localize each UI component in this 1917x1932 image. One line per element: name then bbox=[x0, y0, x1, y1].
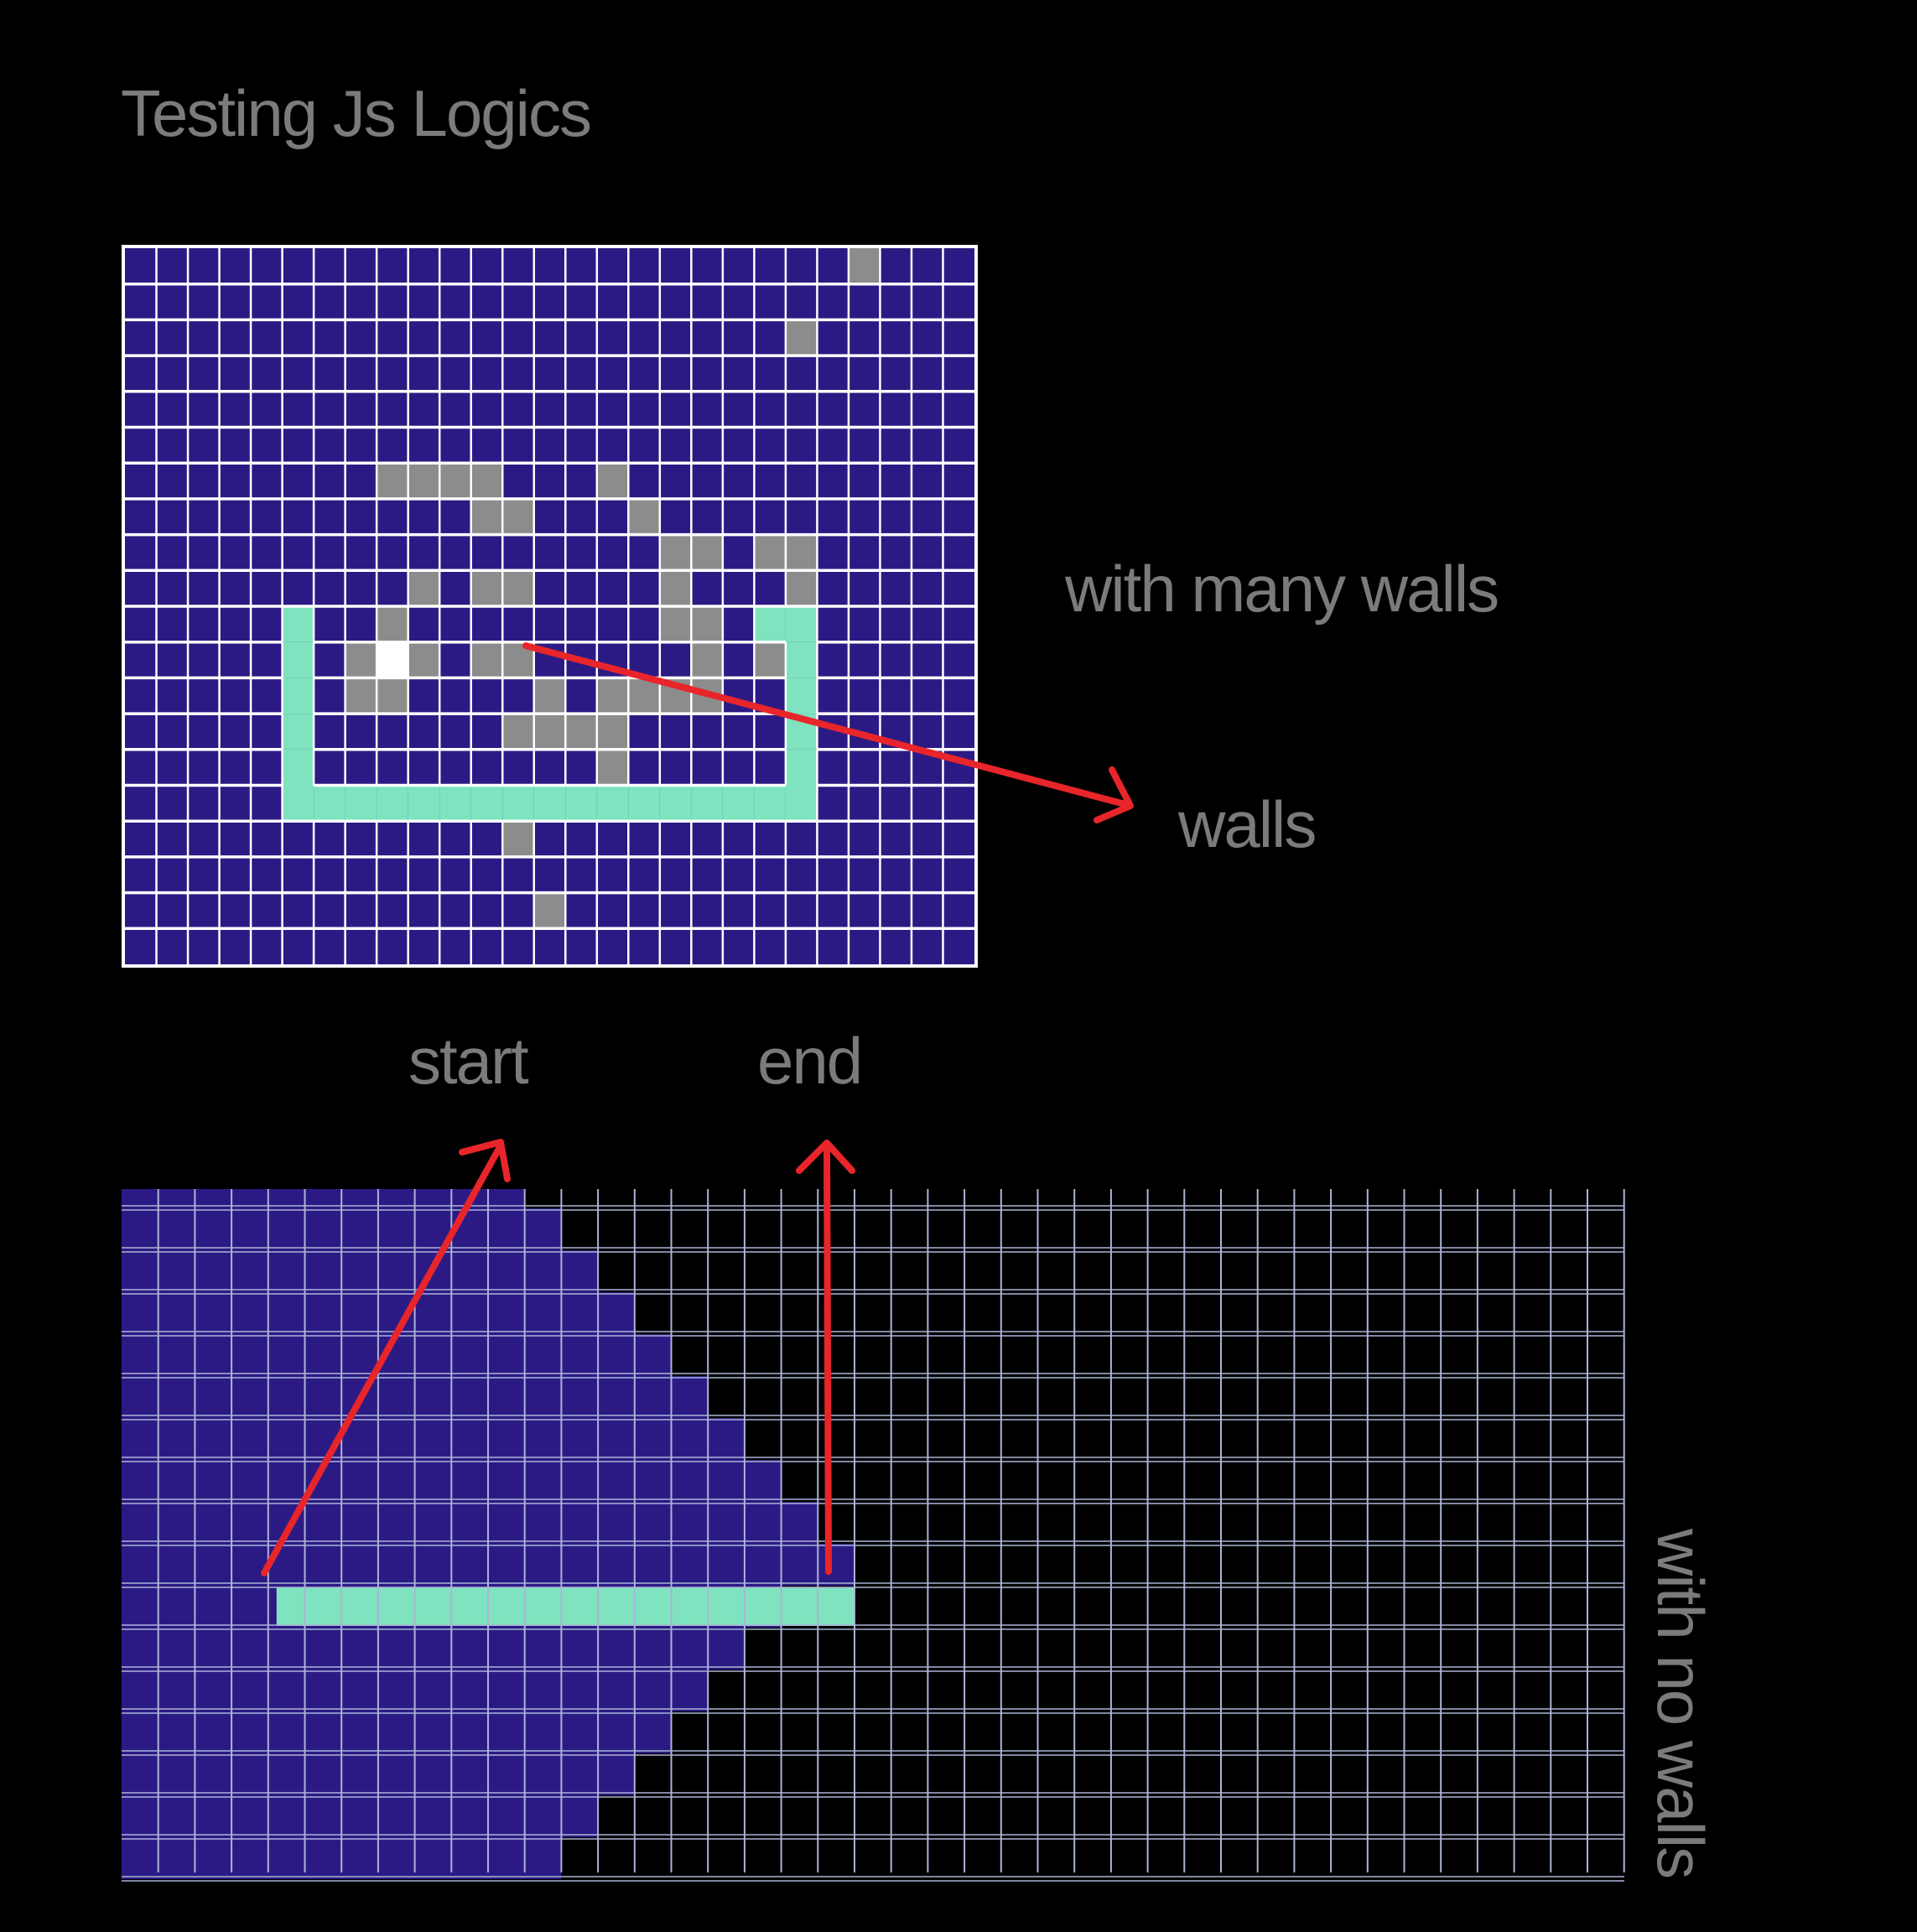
visited-row bbox=[122, 1628, 745, 1670]
wall-cell bbox=[533, 714, 566, 750]
wall-cell bbox=[345, 678, 377, 714]
path-cell bbox=[502, 785, 534, 822]
wall-cell bbox=[659, 570, 692, 606]
grid-with-walls bbox=[122, 245, 978, 968]
wall-cell bbox=[628, 678, 660, 714]
wall-cell bbox=[408, 641, 440, 678]
wall-cell bbox=[659, 534, 692, 571]
label-with-no-walls: with no walls bbox=[1644, 1529, 1717, 1878]
start-cell bbox=[377, 641, 408, 678]
visited-row bbox=[122, 1334, 672, 1376]
path-cell bbox=[282, 641, 314, 678]
wall-cell bbox=[377, 678, 408, 714]
arrow-start-shaft bbox=[261, 1142, 504, 1576]
label-start: start bbox=[408, 1024, 529, 1098]
visited-row bbox=[122, 1795, 599, 1837]
wall-cell bbox=[533, 892, 566, 929]
path-cell bbox=[785, 749, 818, 786]
wall-cell bbox=[345, 641, 377, 678]
arrow-walls-shaft bbox=[522, 642, 1131, 808]
label-walls: walls bbox=[1178, 787, 1317, 861]
path-cell bbox=[628, 785, 660, 822]
path-cell bbox=[754, 606, 786, 642]
path-cell bbox=[282, 606, 314, 642]
path-cell bbox=[439, 785, 471, 822]
visited-row bbox=[122, 1418, 745, 1460]
path-cell bbox=[533, 785, 566, 822]
wall-cell bbox=[628, 498, 660, 535]
wall-cell bbox=[470, 641, 503, 678]
wall-cell bbox=[848, 248, 881, 284]
path-cell bbox=[754, 785, 786, 822]
arrow-end-shaft bbox=[823, 1141, 832, 1575]
wall-cell bbox=[502, 498, 534, 535]
wall-cell bbox=[691, 534, 723, 571]
wall-cell bbox=[596, 678, 629, 714]
path-cell bbox=[722, 785, 755, 822]
visited-row bbox=[122, 1250, 599, 1292]
path-cell bbox=[282, 749, 314, 786]
path-cell bbox=[377, 785, 408, 822]
path-cell bbox=[282, 785, 314, 822]
path-cell bbox=[785, 606, 818, 642]
wall-cell bbox=[659, 606, 692, 642]
path-cell bbox=[565, 785, 597, 822]
page-title: Testing Js Logics bbox=[121, 76, 592, 150]
wall-cell bbox=[754, 534, 786, 571]
path-cell bbox=[470, 785, 503, 822]
path-cell bbox=[785, 678, 818, 714]
path-cell bbox=[785, 785, 818, 822]
label-end: end bbox=[757, 1024, 863, 1098]
visited-row bbox=[122, 1189, 525, 1208]
annotation-arrows bbox=[261, 642, 1134, 1576]
path-cell bbox=[659, 785, 692, 822]
wall-cell bbox=[785, 534, 818, 571]
arrow-start-head bbox=[459, 1139, 511, 1182]
wall-cell bbox=[502, 714, 534, 750]
path-cell bbox=[314, 785, 345, 822]
shortest-path bbox=[276, 1587, 855, 1626]
path-cell bbox=[691, 785, 723, 822]
wall-cell bbox=[470, 463, 503, 499]
wall-cell bbox=[408, 570, 440, 606]
wall-cell bbox=[408, 463, 440, 499]
wall-cell bbox=[470, 570, 503, 606]
wall-cell bbox=[565, 714, 597, 750]
wall-cell bbox=[754, 641, 786, 678]
arrow-walls-head bbox=[1094, 766, 1134, 823]
visited-row bbox=[122, 1711, 672, 1753]
wall-cell bbox=[470, 498, 503, 535]
wall-cell bbox=[596, 714, 629, 750]
path-cell bbox=[345, 785, 377, 822]
wall-cell bbox=[785, 570, 818, 606]
wall-cell bbox=[377, 463, 408, 499]
visited-row bbox=[122, 1502, 818, 1544]
wall-cell bbox=[785, 319, 818, 356]
wall-cell bbox=[533, 678, 566, 714]
wall-cell bbox=[502, 821, 534, 857]
label-with-many-walls: with many walls bbox=[1065, 552, 1499, 626]
wall-cell bbox=[596, 749, 629, 786]
path-cell bbox=[785, 641, 818, 678]
wall-cell bbox=[691, 606, 723, 642]
path-cell bbox=[282, 678, 314, 714]
path-cell bbox=[408, 785, 440, 822]
path-cell bbox=[282, 714, 314, 750]
wall-cell bbox=[691, 641, 723, 678]
arrow-end-head bbox=[796, 1140, 855, 1174]
wall-cell bbox=[502, 570, 534, 606]
wall-cell bbox=[439, 463, 471, 499]
wall-cell bbox=[377, 606, 408, 642]
grid-no-walls bbox=[122, 1189, 1625, 1882]
wall-cell bbox=[596, 463, 629, 499]
path-cell bbox=[596, 785, 629, 822]
